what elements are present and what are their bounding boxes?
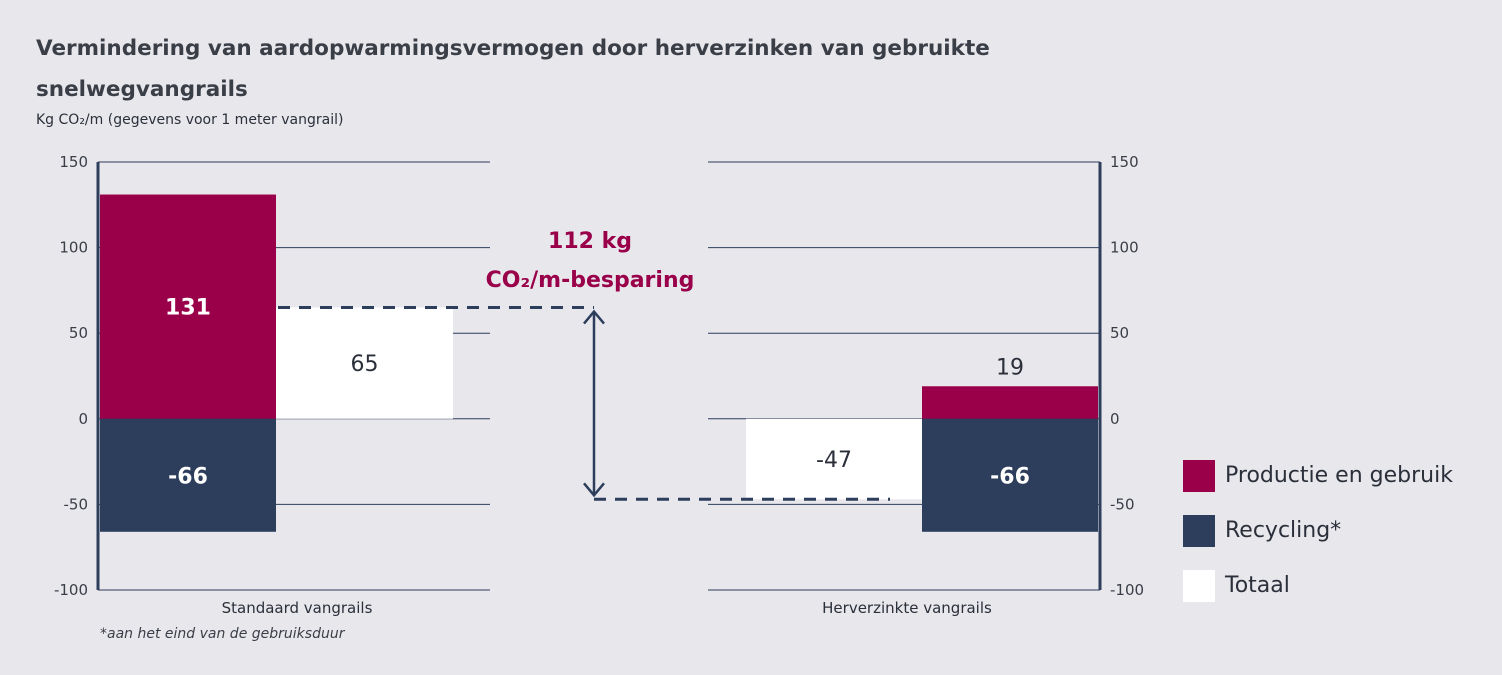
savings-label-line1: 112 kg xyxy=(548,229,632,254)
footnote: *aan het eind van de gebruiksduur xyxy=(100,626,345,642)
y-tick-label: 150 xyxy=(59,153,88,171)
legend-item-production: Productie en gebruik xyxy=(1183,459,1453,492)
bar xyxy=(276,307,453,419)
bar xyxy=(922,418,1098,532)
arrow-head-up-icon xyxy=(583,309,605,325)
legend-swatch-production xyxy=(1183,459,1215,492)
y-tick-label: 100 xyxy=(1110,239,1139,257)
legend-label-recycling: Recycling* xyxy=(1225,518,1342,543)
y-tick-label: 50 xyxy=(69,324,88,342)
y-tick-label: 100 xyxy=(59,239,88,257)
legend-swatch-recycling xyxy=(1183,514,1215,547)
chart-title: Vermindering van aardopwarmingsvermogen … xyxy=(36,36,990,102)
legend-label-production: Productie en gebruik xyxy=(1225,463,1453,488)
legend: Productie en gebruik Recycling* Totaal xyxy=(1183,459,1453,624)
bar xyxy=(746,418,922,500)
y-tick-label: 50 xyxy=(1110,324,1129,342)
y-tick-label: 0 xyxy=(1110,410,1120,428)
legend-item-recycling: Recycling* xyxy=(1183,514,1453,547)
bars xyxy=(100,194,1098,532)
y-tick-label: -100 xyxy=(54,581,88,599)
y-tick-label: -50 xyxy=(1110,495,1135,513)
bar-value-label: 19 xyxy=(996,355,1024,380)
bar xyxy=(100,194,276,419)
bar-value-label: 65 xyxy=(351,352,379,377)
y-tick-label: 0 xyxy=(78,410,88,428)
bar-value-label: -66 xyxy=(168,464,208,489)
bar xyxy=(100,418,276,532)
bar xyxy=(922,386,1098,419)
legend-item-total: Totaal xyxy=(1183,569,1453,602)
bar-value-label: -66 xyxy=(990,464,1030,489)
legend-swatch-total xyxy=(1183,569,1215,602)
savings-label-line2: CO₂/m-besparing xyxy=(486,268,695,293)
savings-annotation xyxy=(278,306,890,501)
axes xyxy=(96,162,1102,590)
arrow-head-down-icon xyxy=(583,482,605,498)
bar-value-label: 131 xyxy=(165,296,211,321)
y-tick-label: -50 xyxy=(64,495,89,513)
y-tick-label: -100 xyxy=(1110,581,1144,599)
labels: 150 150 100 100 50 50 0 0 -50 -50 -100 -100 131 -66 65… xyxy=(54,153,1144,617)
group-label: Standaard vangrails xyxy=(222,599,373,617)
legend-label-total: Totaal xyxy=(1225,573,1290,598)
chart-subtitle: Kg CO₂/m (gegevens voor 1 meter vangrail… xyxy=(36,112,344,128)
group-label: Herverzinkte vangrails xyxy=(822,599,992,617)
bar-value-label: -47 xyxy=(816,448,852,473)
y-tick-label: 150 xyxy=(1110,153,1139,171)
